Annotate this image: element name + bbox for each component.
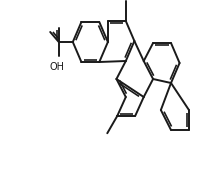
Text: OH: OH [50, 62, 65, 72]
